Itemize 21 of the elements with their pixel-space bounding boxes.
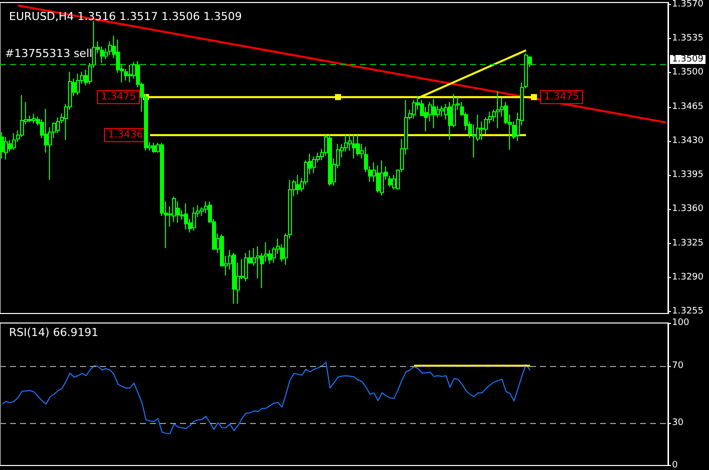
y-tick-label: 1.3255 [672,306,704,317]
y-tick-label: 1.3465 [672,102,704,112]
text: EURUSD,H4 1.3516 1.3517 1.3506 1.3509 [9,10,242,23]
y-tick-label: 1.3570 [672,0,704,10]
y-tick-label: 1.3325 [672,238,704,248]
y-tick-label: 1.3290 [672,272,704,282]
y-tick-label: 1.3360 [672,204,704,214]
y-tick-label: 100 [672,318,690,328]
ref-line-label: #13755313 sell [5,46,92,60]
text: 1.3509 [672,54,704,64]
y-tick-label: 1.3535 [672,34,704,44]
y-tick-label: 30 [672,418,684,428]
y-tick-label: 1.3500 [672,68,704,78]
data-label: 1.3475 [101,92,136,103]
y-tick-label: 1.3430 [672,136,704,146]
y-tick-label: 0 [672,460,678,470]
chart-title: RSI(14) 66.9191 [9,326,98,339]
y-tick-label: 1.3395 [672,170,704,180]
data-label: 1.3436 [108,130,143,141]
data-label: 1.3475 [544,92,579,103]
y-tick-label: 70 [672,360,684,371]
